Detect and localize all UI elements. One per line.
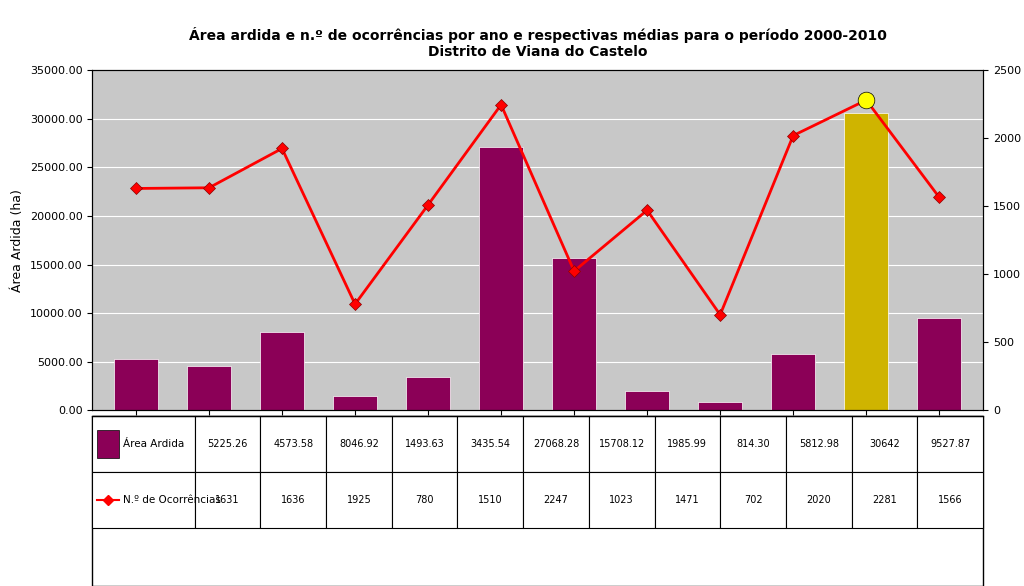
- Text: 3435.54: 3435.54: [470, 439, 510, 449]
- Y-axis label: Área Ardida (ha): Área Ardida (ha): [11, 189, 25, 292]
- Bar: [187, 366, 230, 410]
- Bar: [392, 416, 458, 472]
- Bar: [114, 359, 158, 410]
- Title: Área ardida e n.º de ocorrências por ano e respectivas médias para o período 200: Área ardida e n.º de ocorrências por ano…: [188, 27, 887, 59]
- Bar: [918, 416, 983, 472]
- Text: 1631: 1631: [215, 495, 240, 505]
- Text: 1510: 1510: [478, 495, 503, 505]
- Text: 15708.12: 15708.12: [599, 439, 645, 449]
- Text: 4573.58: 4573.58: [273, 439, 313, 449]
- Text: N.º de Ocorrências: N.º de Ocorrências: [123, 495, 221, 505]
- Bar: [195, 472, 260, 528]
- Text: 8046.92: 8046.92: [339, 439, 379, 449]
- Bar: [479, 147, 523, 410]
- Text: 2247: 2247: [544, 495, 568, 505]
- Bar: [92, 416, 195, 472]
- Text: 5225.26: 5225.26: [207, 439, 248, 449]
- Text: 2281: 2281: [872, 495, 897, 505]
- Bar: [407, 377, 450, 410]
- Bar: [195, 416, 260, 472]
- Bar: [552, 258, 596, 410]
- Bar: [392, 472, 458, 528]
- Bar: [92, 472, 195, 528]
- Bar: [771, 354, 815, 410]
- Bar: [654, 416, 720, 472]
- Text: 1925: 1925: [346, 495, 372, 505]
- Bar: [326, 472, 392, 528]
- Text: 1493.63: 1493.63: [404, 439, 444, 449]
- Text: 30642: 30642: [869, 439, 900, 449]
- Text: 1471: 1471: [675, 495, 699, 505]
- Bar: [458, 472, 523, 528]
- Bar: [523, 416, 589, 472]
- Text: 780: 780: [416, 495, 434, 505]
- Bar: [333, 396, 377, 410]
- Bar: [626, 391, 669, 410]
- Bar: [845, 113, 888, 410]
- Bar: [260, 472, 326, 528]
- Text: 1985.99: 1985.99: [668, 439, 708, 449]
- Text: 702: 702: [743, 495, 763, 505]
- Bar: [698, 403, 742, 410]
- Text: 1023: 1023: [609, 495, 634, 505]
- Bar: [589, 472, 654, 528]
- Text: Área Ardida: Área Ardida: [123, 439, 184, 449]
- Bar: [96, 430, 119, 458]
- Bar: [326, 416, 392, 472]
- Bar: [852, 472, 918, 528]
- Bar: [523, 472, 589, 528]
- Bar: [260, 332, 304, 410]
- Bar: [918, 318, 962, 410]
- Bar: [260, 416, 326, 472]
- Bar: [786, 416, 852, 472]
- Bar: [654, 472, 720, 528]
- Text: 27068.28: 27068.28: [532, 439, 580, 449]
- Bar: [720, 472, 786, 528]
- Bar: [918, 472, 983, 528]
- Text: 2020: 2020: [807, 495, 831, 505]
- Text: 814.30: 814.30: [736, 439, 770, 449]
- Bar: [852, 416, 918, 472]
- Bar: [458, 416, 523, 472]
- Bar: [786, 472, 852, 528]
- Text: 1636: 1636: [281, 495, 305, 505]
- Text: 9527.87: 9527.87: [930, 439, 971, 449]
- Bar: [720, 416, 786, 472]
- Bar: [589, 416, 654, 472]
- Text: 1566: 1566: [938, 495, 963, 505]
- Text: 5812.98: 5812.98: [799, 439, 839, 449]
